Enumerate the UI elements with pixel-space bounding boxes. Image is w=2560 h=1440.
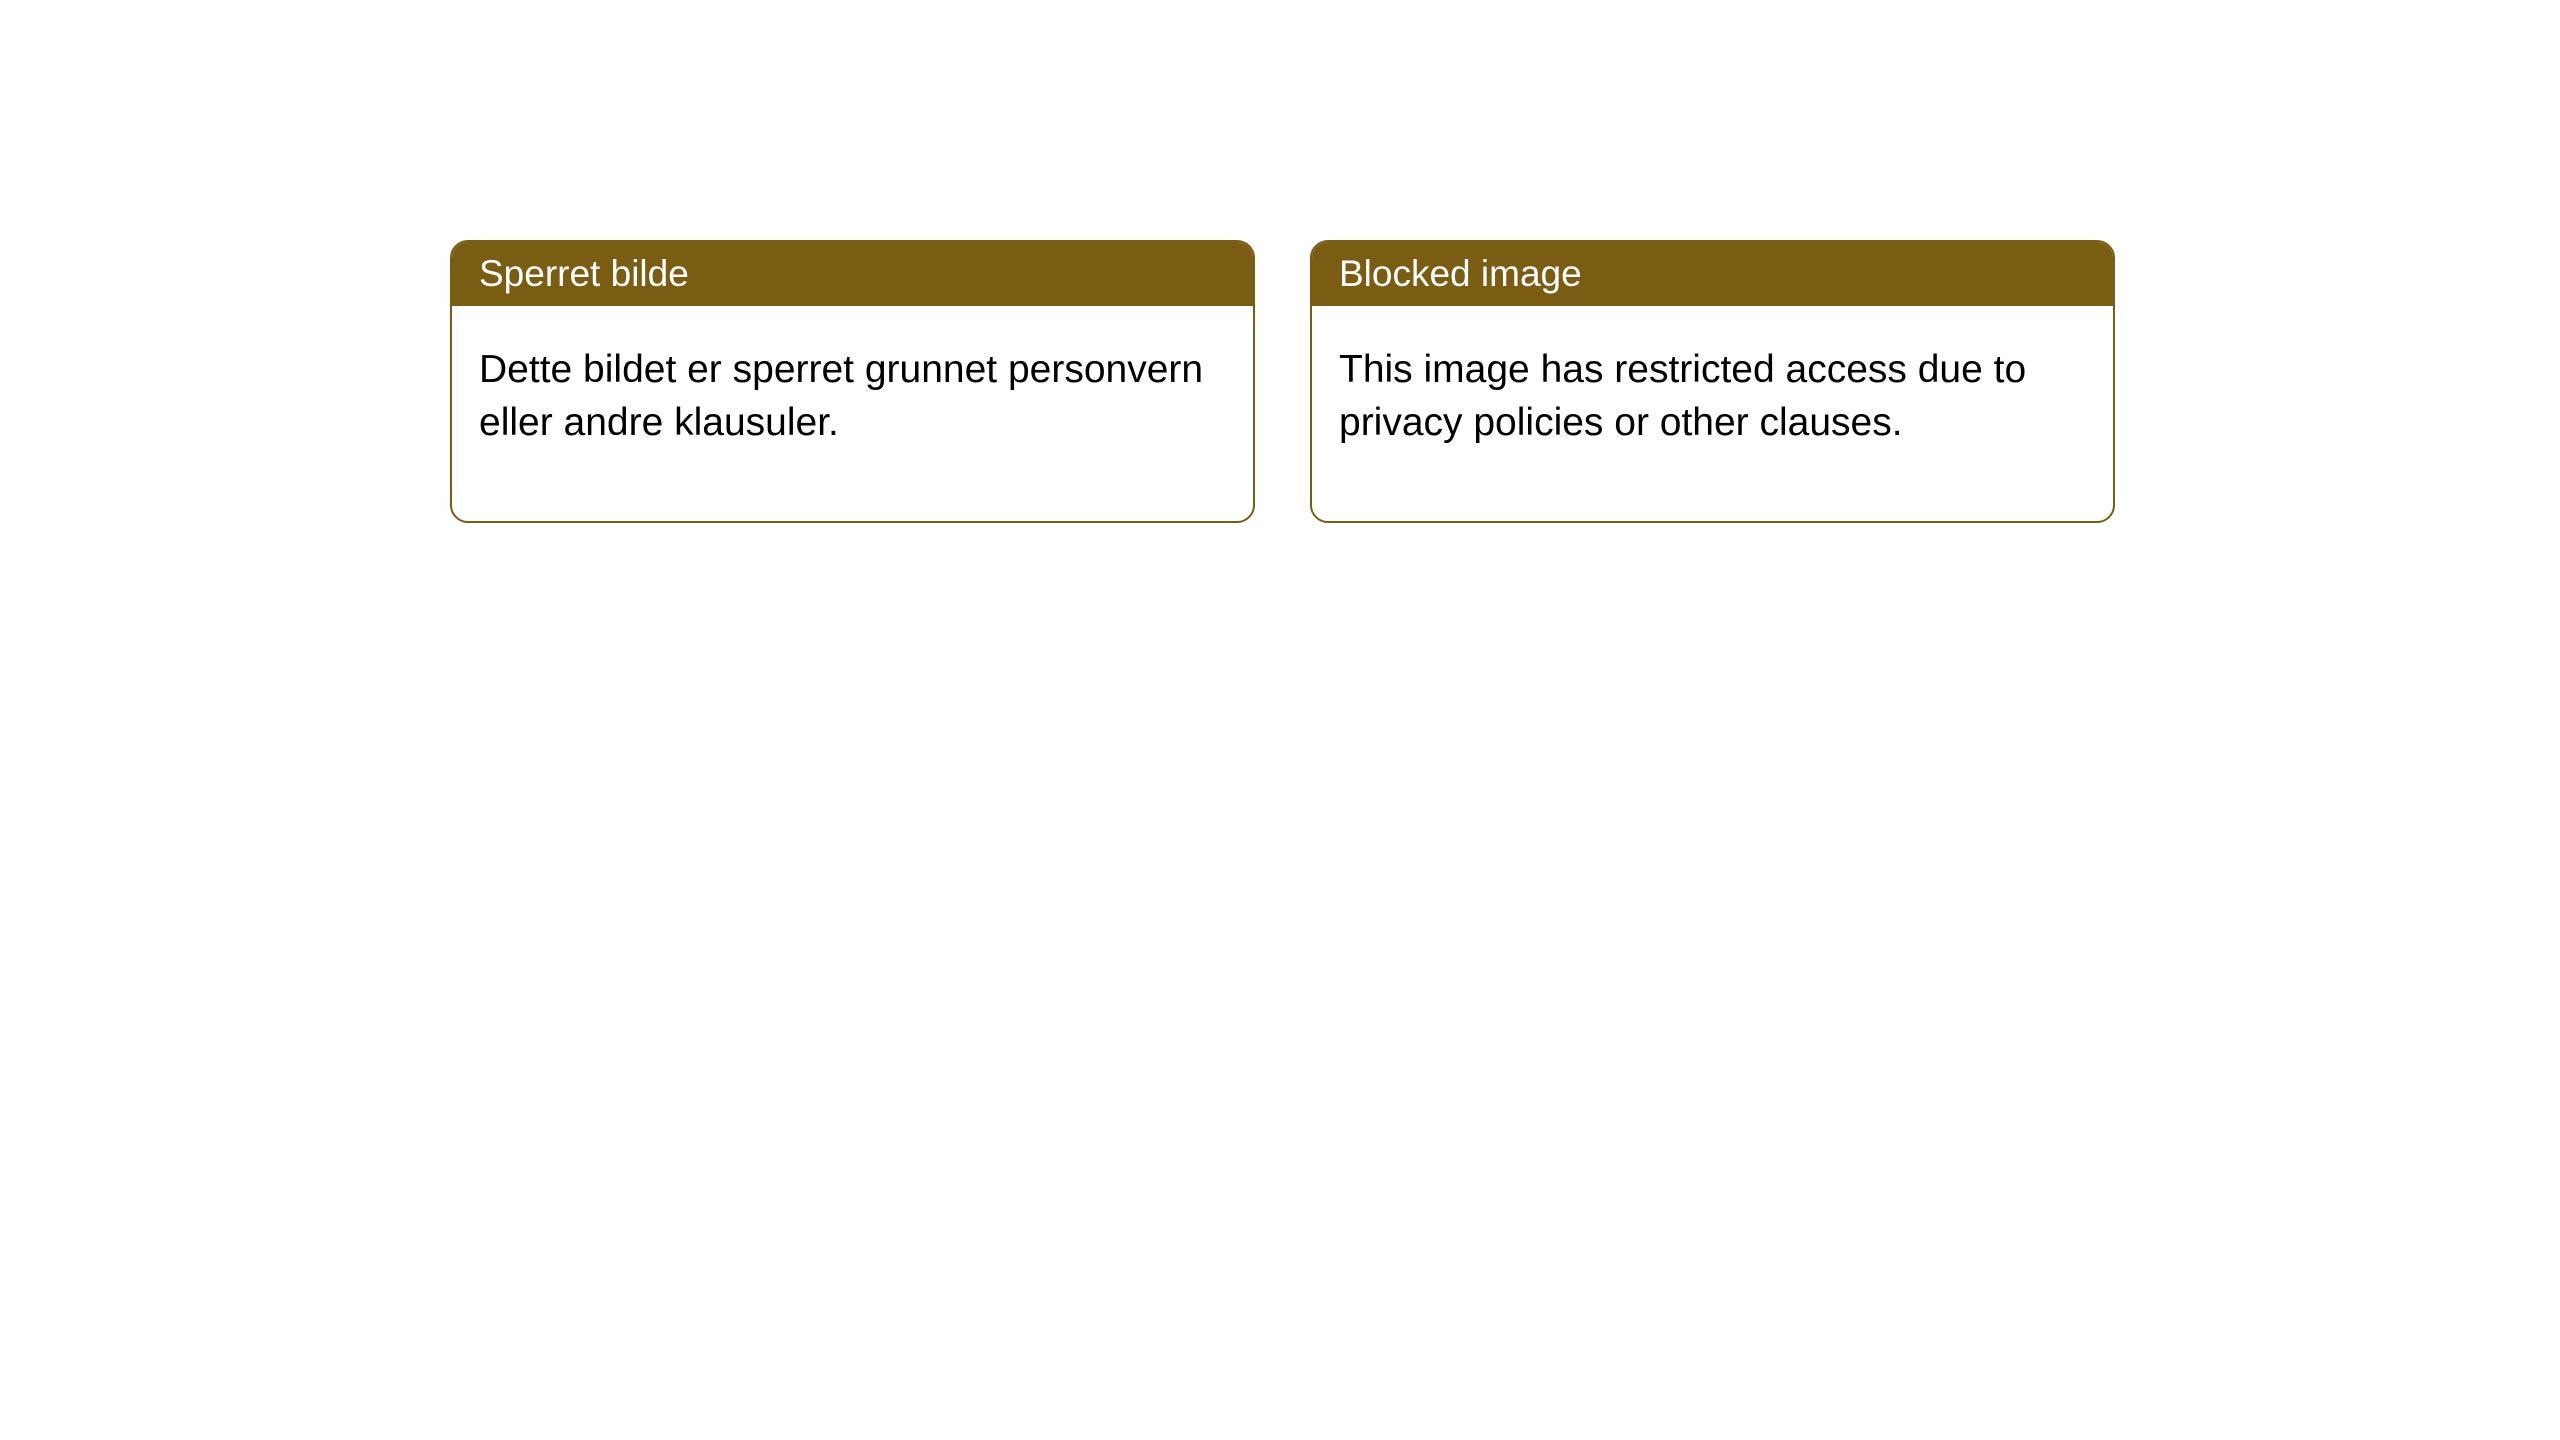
card-body-text: This image has restricted access due to … — [1312, 306, 2113, 521]
card-title: Blocked image — [1312, 242, 2113, 306]
card-title: Sperret bilde — [452, 242, 1253, 306]
card-body-text: Dette bildet er sperret grunnet personve… — [452, 306, 1253, 521]
notice-card-norwegian: Sperret bilde Dette bildet er sperret gr… — [450, 240, 1255, 523]
notice-card-english: Blocked image This image has restricted … — [1310, 240, 2115, 523]
notice-cards-container: Sperret bilde Dette bildet er sperret gr… — [0, 0, 2560, 523]
